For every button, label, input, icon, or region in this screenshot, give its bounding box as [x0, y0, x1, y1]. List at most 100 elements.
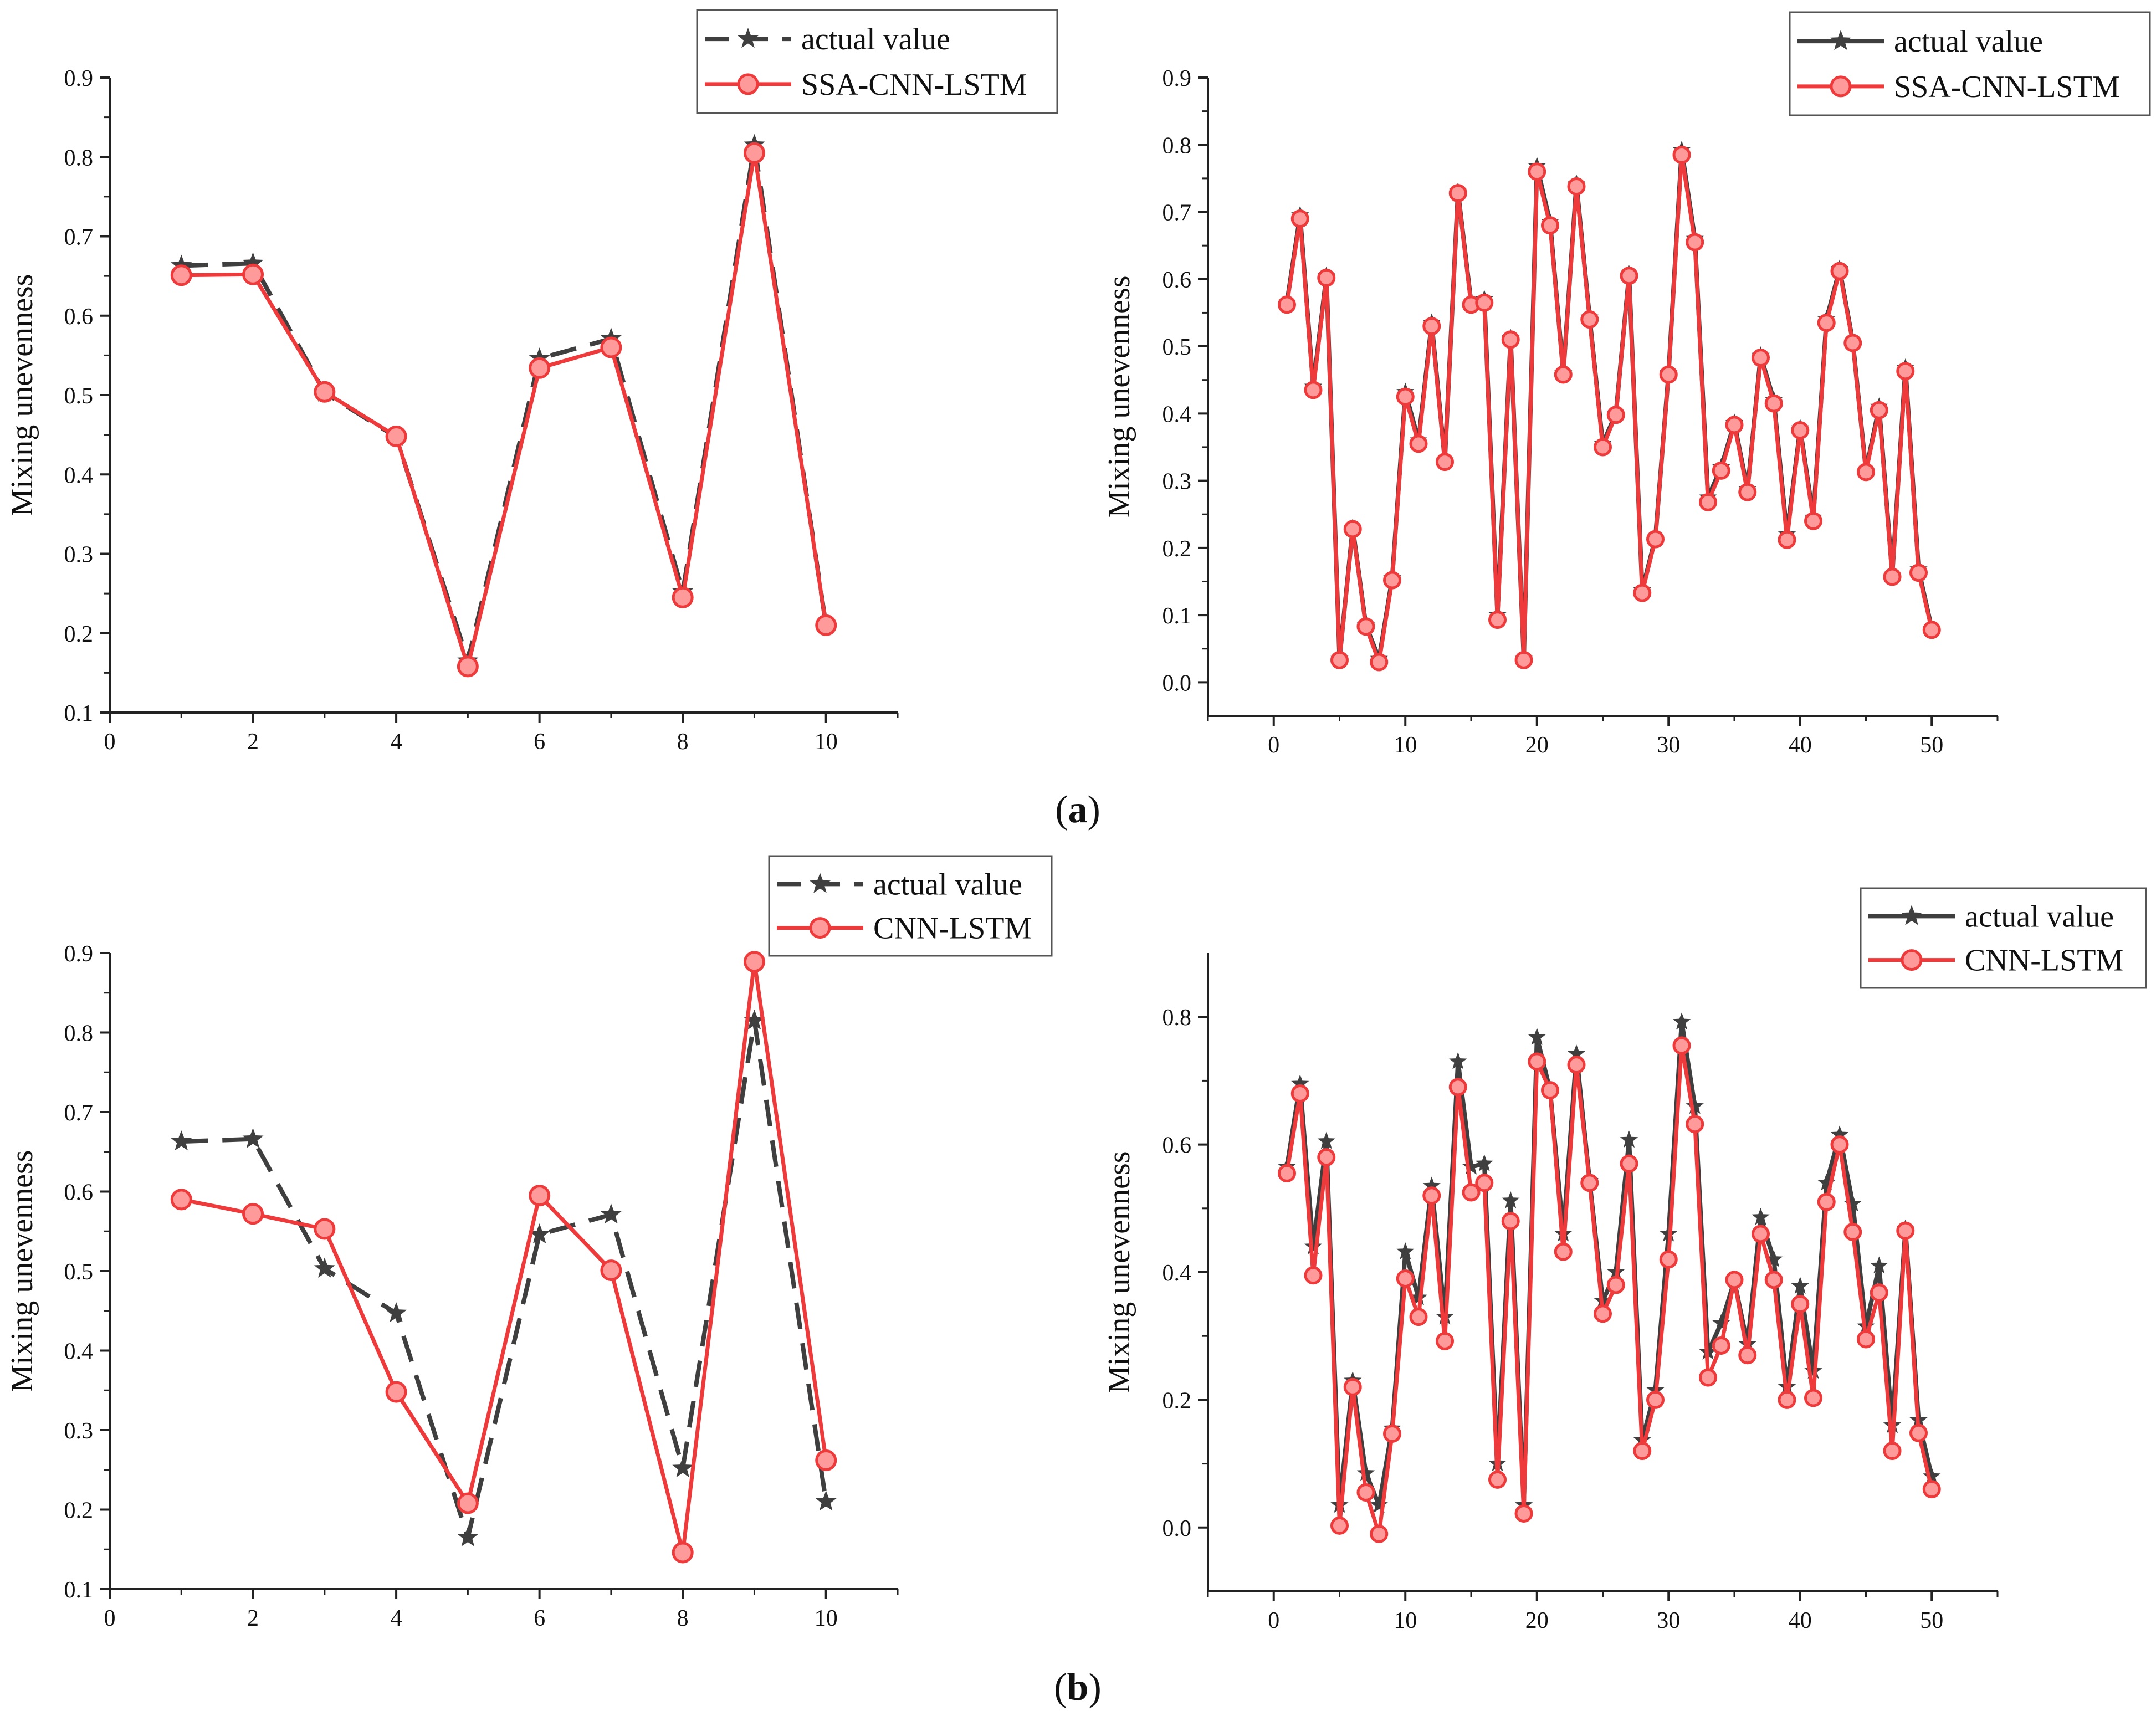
actual-point: [672, 1457, 694, 1478]
actual-point: [1672, 1012, 1691, 1030]
actual-point: [1686, 1097, 1704, 1114]
predicted-point: [314, 381, 336, 403]
x-tick-label: 8: [677, 1606, 689, 1631]
y-axis-label: Mixing unevenness: [1102, 1151, 1136, 1393]
predicted-point: [1554, 1242, 1573, 1261]
predicted-point: [1817, 1192, 1836, 1211]
predicted-point: [1278, 1164, 1296, 1182]
predicted-point: [1462, 1183, 1481, 1202]
predicted-point: [1870, 401, 1888, 419]
legend-label: CNN-LSTM: [873, 911, 1032, 946]
predicted-point: [1646, 1390, 1665, 1409]
predicted-point: [1764, 1271, 1783, 1289]
predicted-point: [1436, 453, 1454, 472]
predicted-point: [1317, 268, 1336, 287]
predicted-point: [1594, 1304, 1612, 1323]
x-tick-label: 50: [1920, 733, 1943, 758]
actual-point: [1291, 1074, 1309, 1092]
chart-a-right: 0.0 0.1 0.2 0.3 0.4 0.5 0.6 0.7 0.8 0.9 0 10 20 30 40 5…: [1102, 11, 2151, 758]
predicted-point: [385, 425, 407, 447]
y-tick-label: 0.6: [1163, 268, 1192, 293]
predicted-point: [1870, 1283, 1888, 1302]
actual-point: [314, 1257, 335, 1278]
predicted-point: [1909, 1423, 1928, 1442]
predicted-point: [1791, 1295, 1810, 1314]
predicted-point: [1528, 162, 1546, 181]
actual-point: [1791, 1277, 1809, 1294]
predicted-point: [1843, 334, 1862, 352]
predicted-point: [1738, 1346, 1757, 1365]
y-tick-label: 0.8: [1163, 1005, 1192, 1031]
legend-label: SSA-CNN-LSTM: [1894, 70, 2120, 104]
y-tick-label: 0.3: [1163, 469, 1192, 495]
legend-box: [768, 855, 1053, 957]
predicted-point: [1409, 1308, 1428, 1326]
x-tick-label: 0: [104, 1606, 116, 1631]
x-tick-label: 10: [815, 729, 838, 755]
predicted-point: [170, 264, 192, 286]
y-tick-label: 0.4: [64, 1339, 94, 1365]
y-tick-label: 0.6: [1163, 1133, 1192, 1159]
predicted-point: [1304, 381, 1323, 399]
actual-point: [1396, 1242, 1415, 1259]
legend-marker: [1830, 30, 1851, 50]
x-tick-label: 2: [247, 729, 259, 755]
y-tick-label: 0.2: [64, 622, 94, 647]
actual-point: [1462, 1157, 1481, 1175]
chart-b-right: 0.0 0.2 0.4 0.6 0.8 0 10 20 30 40 50 Mixing unevenn…: [1102, 887, 2147, 1633]
predicted-point: [1843, 1222, 1862, 1241]
predicted-point: [1541, 1081, 1559, 1100]
y-tick-label: 0.0: [1163, 1516, 1192, 1541]
predicted-point: [1896, 1221, 1915, 1240]
predicted-point: [1922, 1480, 1941, 1499]
predicted-point: [1909, 564, 1928, 582]
predicted-point: [1370, 1524, 1389, 1543]
predicted-point: [1686, 1115, 1704, 1134]
actual-point: [1567, 1044, 1586, 1062]
legend-label: CNN-LSTM: [1965, 944, 2123, 978]
predicted-point: [1436, 1331, 1454, 1350]
predicted-point: [1791, 421, 1810, 440]
actual-point: [1304, 1237, 1323, 1254]
x-tick-label: 4: [391, 729, 402, 755]
predicted-point: [1804, 1389, 1822, 1407]
y-tick-label: 0.8: [64, 145, 94, 171]
actual-point: [1449, 1052, 1467, 1069]
x-tick-label: 0: [1268, 1608, 1279, 1633]
actual-point: [1502, 1191, 1520, 1208]
legend-label: SSA-CNN-LSTM: [801, 68, 1027, 102]
actual-point: [815, 1490, 837, 1511]
x-tick-label: 0: [1268, 733, 1279, 758]
x-tick-label: 10: [1394, 733, 1417, 758]
actual-point: [1765, 1250, 1783, 1267]
actual-point: [242, 1128, 264, 1148]
predicted-point: [1317, 1148, 1336, 1167]
legend-marker: [737, 73, 759, 95]
predicted-point: [1343, 520, 1362, 539]
legend-label: actual value: [873, 867, 1022, 902]
predicted-point: [314, 1218, 336, 1240]
predicted-point: [1475, 293, 1494, 312]
predicted-point: [1396, 387, 1415, 406]
predicted-point: [1422, 317, 1441, 336]
y-tick-label: 0.8: [64, 1021, 94, 1047]
predicted-point: [1290, 209, 1309, 228]
predicted-point: [1699, 1368, 1717, 1387]
predicted-point: [1501, 1212, 1520, 1231]
y-tick-label: 0.4: [1163, 1261, 1192, 1286]
caption-a-letter: a: [1068, 788, 1088, 831]
predicted-point: [815, 614, 837, 636]
predicted-point: [1725, 1271, 1744, 1289]
x-tick-label: 6: [534, 729, 545, 755]
predicted-point: [1620, 267, 1638, 285]
predicted-point: [1396, 1269, 1415, 1288]
predicted-point: [1633, 1442, 1652, 1461]
actual-point: [1409, 1288, 1428, 1305]
y-tick-label: 0.1: [64, 1577, 94, 1603]
actual-point: [1370, 1495, 1388, 1513]
predicted-point: [1778, 1390, 1796, 1409]
predicted-point: [1514, 651, 1533, 669]
y-tick-label: 0.6: [64, 304, 94, 330]
predicted-point: [1422, 1186, 1441, 1205]
caption-b: (b): [1054, 1666, 1102, 1709]
